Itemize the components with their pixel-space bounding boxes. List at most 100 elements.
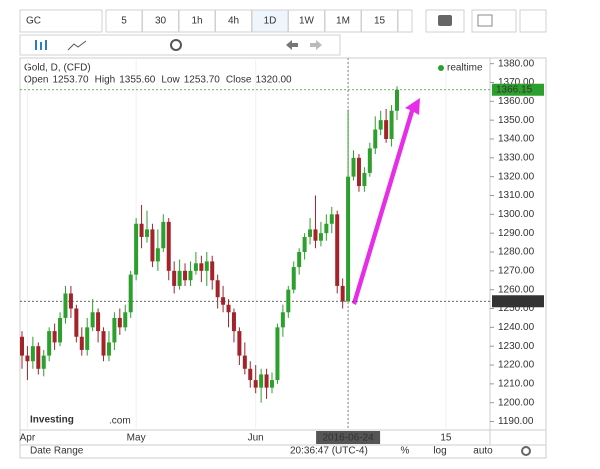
- candle-body: [275, 327, 280, 381]
- y-tick-label: 1220.00: [498, 360, 535, 371]
- candle-body: [270, 380, 274, 388]
- candle-body: [324, 223, 329, 234]
- toolbar-icons: [19, 9, 547, 56]
- candle-body: [346, 176, 351, 302]
- candle-body: [155, 248, 160, 262]
- symbol-box[interactable]: [19, 9, 103, 33]
- y-tick-label: 1360.00: [498, 96, 535, 107]
- candle-body: [123, 312, 128, 328]
- chart-frame: [19, 57, 547, 459]
- logo: Investing: [30, 415, 74, 426]
- readout-label: Close: [226, 75, 252, 86]
- interval-label: 1D: [264, 16, 277, 27]
- candle-body: [36, 346, 41, 369]
- candle-body: [384, 120, 389, 139]
- settings-icon[interactable]: [170, 39, 182, 51]
- candle-body: [351, 157, 356, 177]
- candle-body: [286, 289, 291, 313]
- price-tag: [492, 83, 544, 96]
- interval-label: 15: [374, 16, 386, 27]
- undo-icon[interactable]: [286, 40, 298, 50]
- x-tick-label: Jun: [248, 433, 264, 444]
- price-tag-label: 1253.85: [496, 296, 533, 307]
- candle-body: [90, 312, 95, 328]
- y-tick-label: 1210.00: [498, 378, 535, 389]
- candle-body: [291, 267, 296, 290]
- candle-body: [378, 120, 383, 130]
- candle-body: [188, 270, 193, 281]
- candle-body: [259, 374, 264, 388]
- chart-title: Gold, D, (CFD): [24, 63, 91, 74]
- interval-label: 5: [121, 16, 127, 27]
- date-range[interactable]: Date Range: [30, 446, 84, 457]
- y-tick-label: 1240.00: [498, 322, 535, 333]
- interval-label: 30: [155, 16, 167, 27]
- candle-body: [297, 252, 302, 268]
- color-swatch: [477, 14, 493, 27]
- candle-body: [199, 263, 204, 271]
- footer-option[interactable]: auto: [473, 446, 493, 457]
- candle-body: [166, 221, 171, 271]
- candle-body: [101, 331, 106, 356]
- readout-label: Open: [24, 75, 48, 86]
- status: realtime: [447, 63, 483, 74]
- y-tick-label: 1380.00: [498, 58, 535, 69]
- candle-body: [204, 261, 209, 271]
- candle-body: [112, 317, 117, 343]
- fullscreen-button[interactable]: [519, 9, 547, 33]
- candle-body: [264, 374, 269, 388]
- y-tick-label: 1290.00: [498, 228, 535, 239]
- candle-body: [395, 89, 399, 111]
- readout-label: High: [95, 75, 116, 86]
- candle-body: [172, 270, 177, 286]
- interval-label: 1M: [336, 16, 350, 27]
- candle-body: [253, 380, 258, 388]
- candle-body: [280, 312, 285, 328]
- candle-body: [63, 293, 68, 318]
- candle-body: [248, 368, 253, 381]
- y-tick-label: 1300.00: [498, 209, 535, 220]
- candle-body: [302, 236, 307, 253]
- readout-value: 1253.70: [184, 75, 221, 86]
- footer-option[interactable]: log: [433, 446, 446, 457]
- readout-value: 1253.70: [52, 75, 89, 86]
- candle-body: [183, 270, 188, 281]
- candle-body: [106, 342, 111, 356]
- candle-body: [41, 355, 46, 369]
- candle-body: [242, 355, 247, 369]
- footer-option[interactable]: %: [401, 446, 410, 457]
- status-dot: [438, 65, 444, 71]
- candle-body: [193, 263, 198, 271]
- y-tick-label: 1200.00: [498, 397, 535, 408]
- candle-body: [134, 223, 139, 275]
- interval-dropdown[interactable]: [397, 9, 413, 33]
- candle-body: [231, 312, 236, 332]
- candle-body: [58, 317, 63, 343]
- x-cursor-box: [316, 431, 381, 444]
- candle-body: [210, 261, 215, 281]
- candle-body: [373, 129, 378, 149]
- logo-suffix: .com: [109, 416, 131, 427]
- candle-body: [318, 233, 323, 241]
- candle-body: [20, 336, 24, 356]
- price-tag: [492, 295, 544, 308]
- candle-body: [117, 317, 122, 328]
- candle-body: [139, 223, 144, 237]
- candle-body: [74, 308, 79, 337]
- redo-icon[interactable]: [310, 40, 322, 50]
- candle-body: [362, 172, 367, 187]
- candle-body: [340, 285, 345, 302]
- y-tick-label: 1250.00: [498, 303, 535, 314]
- symbol: GC: [26, 16, 41, 27]
- candle-body: [52, 331, 57, 343]
- candle-body: [25, 355, 30, 362]
- interval-label: 1h: [191, 16, 202, 27]
- candle-body: [237, 331, 242, 356]
- candle-body: [68, 293, 73, 309]
- footer-settings[interactable]: [521, 446, 531, 456]
- candle-body: [356, 157, 361, 187]
- clock: 20:36:47 (UTC-4): [290, 446, 368, 457]
- x-tick-label: Apr: [20, 433, 36, 444]
- y-tick-label: 1230.00: [498, 341, 535, 352]
